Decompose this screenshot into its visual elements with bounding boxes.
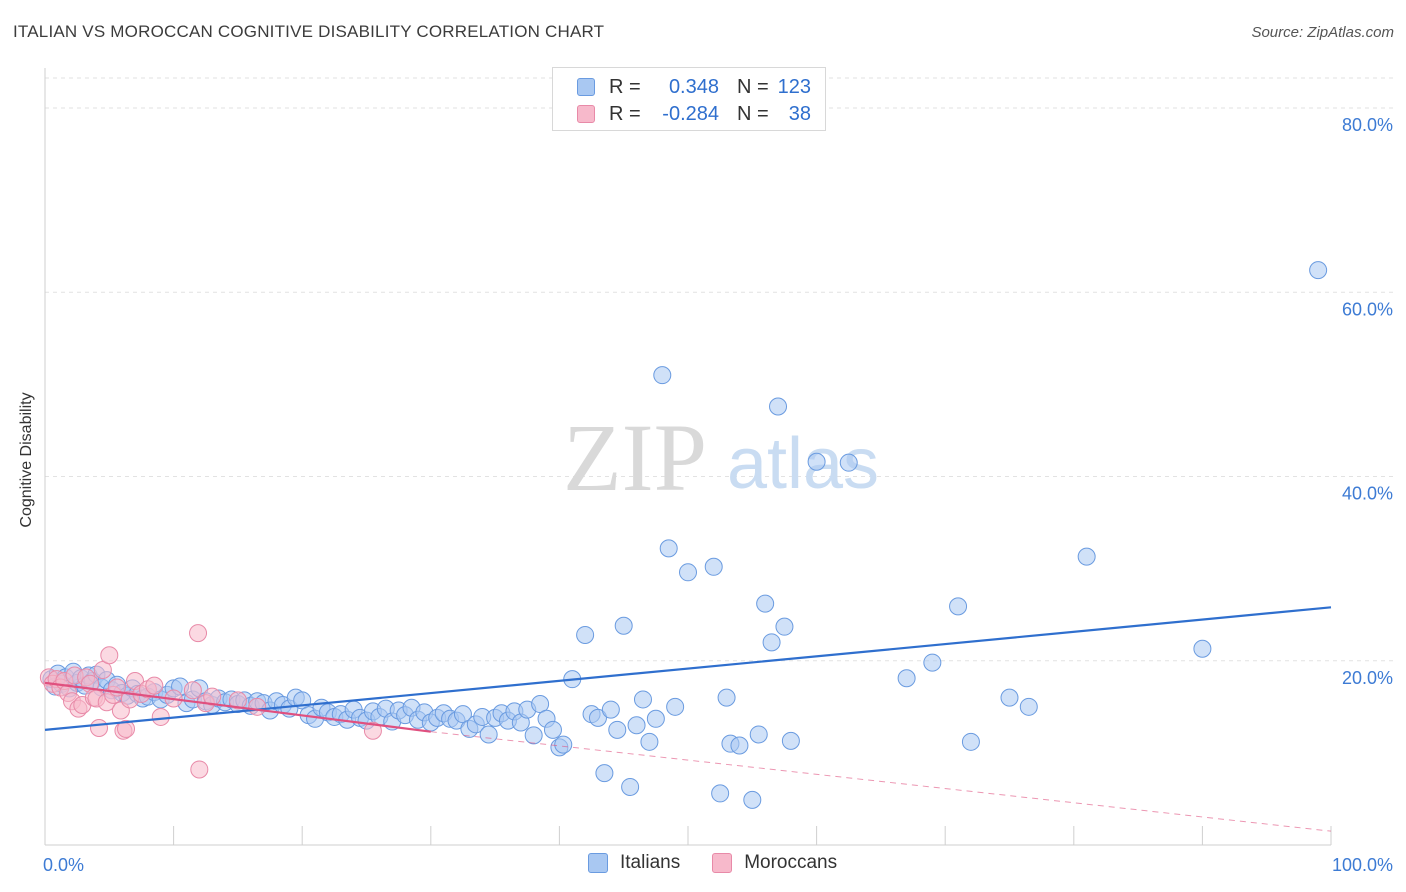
y-tick-label: 80.0% bbox=[1342, 115, 1393, 135]
point-italians bbox=[717, 688, 736, 707]
watermark: ZIP atlas bbox=[563, 404, 879, 511]
point-moroccans bbox=[203, 687, 222, 706]
legend-r-value: 0.348 bbox=[668, 75, 719, 98]
point-italians bbox=[762, 633, 781, 652]
legend-label-italians: Italians bbox=[620, 852, 681, 873]
legend-n-label: N = bbox=[737, 102, 769, 125]
point-moroccans bbox=[248, 697, 267, 716]
point-italians bbox=[743, 790, 762, 809]
point-moroccans bbox=[117, 719, 136, 738]
point-italians bbox=[621, 777, 640, 796]
x-tick-label: 100.0% bbox=[1332, 855, 1393, 875]
point-italians bbox=[1309, 261, 1328, 280]
point-moroccans bbox=[90, 719, 109, 738]
series-italians bbox=[42, 261, 1328, 809]
legend-swatch-italians bbox=[588, 853, 608, 873]
point-moroccans bbox=[151, 707, 170, 726]
legend-r-label: R = bbox=[609, 75, 641, 98]
point-italians bbox=[576, 625, 595, 644]
axes bbox=[44, 68, 1332, 846]
chart-title: ITALIAN VS MOROCCAN COGNITIVE DISABILITY… bbox=[13, 22, 605, 41]
y-tick-label: 20.0% bbox=[1342, 668, 1393, 688]
point-italians bbox=[961, 732, 980, 751]
legend-r-value: -0.284 bbox=[662, 102, 719, 125]
legend-n-value: 123 bbox=[777, 75, 811, 98]
point-italians bbox=[769, 397, 788, 416]
point-italians bbox=[588, 708, 607, 727]
trendline-moroccans bbox=[44, 681, 431, 733]
point-italians bbox=[949, 597, 968, 616]
point-italians bbox=[1077, 547, 1096, 566]
correlation-legend: R = 0.348 N = 123 R = -0.284 N = 38 bbox=[552, 67, 826, 131]
trendline-italians bbox=[44, 606, 1332, 731]
series-legend: Italians Moroccans bbox=[588, 852, 869, 874]
series-moroccans bbox=[39, 624, 382, 779]
legend-item-italians: Italians bbox=[588, 852, 680, 874]
source-label: Source: ZipAtlas.com bbox=[1251, 24, 1394, 41]
point-italians bbox=[633, 690, 652, 709]
trendlines bbox=[44, 606, 1332, 832]
legend-item-moroccans: Moroccans bbox=[712, 852, 837, 874]
point-italians bbox=[666, 697, 685, 716]
legend-swatch-moroccans bbox=[577, 105, 595, 123]
point-moroccans bbox=[100, 646, 119, 665]
point-moroccans bbox=[189, 624, 208, 643]
y-tick-label: 40.0% bbox=[1342, 484, 1393, 504]
point-italians bbox=[640, 732, 659, 751]
point-moroccans bbox=[363, 721, 382, 740]
point-italians bbox=[524, 726, 543, 745]
point-italians bbox=[1193, 639, 1212, 658]
point-italians bbox=[608, 720, 627, 739]
point-moroccans bbox=[183, 681, 202, 700]
legend-n-label: N = bbox=[737, 75, 769, 98]
point-italians bbox=[704, 557, 723, 576]
point-italians bbox=[543, 720, 562, 739]
point-italians bbox=[775, 617, 794, 636]
point-moroccans bbox=[190, 760, 209, 779]
point-italians bbox=[601, 700, 620, 719]
trendline-moroccans-extended bbox=[430, 731, 1332, 832]
legend-swatch-moroccans bbox=[712, 853, 733, 873]
tick-labels: 20.0% 40.0% 60.0% 80.0% 0.0% 100.0% bbox=[43, 115, 1393, 875]
point-italians bbox=[1019, 697, 1038, 716]
point-italians bbox=[1000, 688, 1019, 707]
point-italians bbox=[781, 731, 800, 750]
point-italians bbox=[659, 539, 678, 558]
y-tick-label: 60.0% bbox=[1342, 299, 1393, 319]
point-italians bbox=[653, 366, 672, 385]
point-moroccans bbox=[145, 676, 164, 695]
point-italians bbox=[679, 563, 697, 582]
point-italians bbox=[730, 736, 749, 755]
point-italians bbox=[711, 784, 730, 803]
point-italians bbox=[627, 716, 646, 735]
point-italians bbox=[614, 616, 633, 635]
x-tick-label: 0.0% bbox=[43, 855, 84, 875]
point-italians bbox=[923, 653, 942, 672]
legend-n-value: 38 bbox=[788, 102, 811, 125]
point-italians bbox=[595, 764, 614, 783]
legend-label-moroccans: Moroccans bbox=[744, 852, 838, 873]
watermark-zip: ZIP bbox=[563, 404, 707, 511]
point-italians bbox=[756, 594, 775, 613]
point-italians bbox=[839, 453, 858, 472]
legend-row-moroccans: R = -0.284 N = 38 bbox=[553, 101, 811, 127]
point-italians bbox=[807, 452, 826, 471]
point-italians bbox=[554, 735, 573, 754]
legend-r-label: R = bbox=[609, 102, 641, 125]
point-italians bbox=[749, 725, 768, 744]
legend-row-italians: R = 0.348 N = 123 bbox=[553, 74, 811, 100]
point-italians bbox=[479, 725, 498, 744]
point-italians bbox=[897, 669, 916, 688]
legend-swatch-italians bbox=[577, 78, 595, 96]
point-italians bbox=[646, 709, 665, 728]
point-moroccans bbox=[228, 691, 247, 710]
